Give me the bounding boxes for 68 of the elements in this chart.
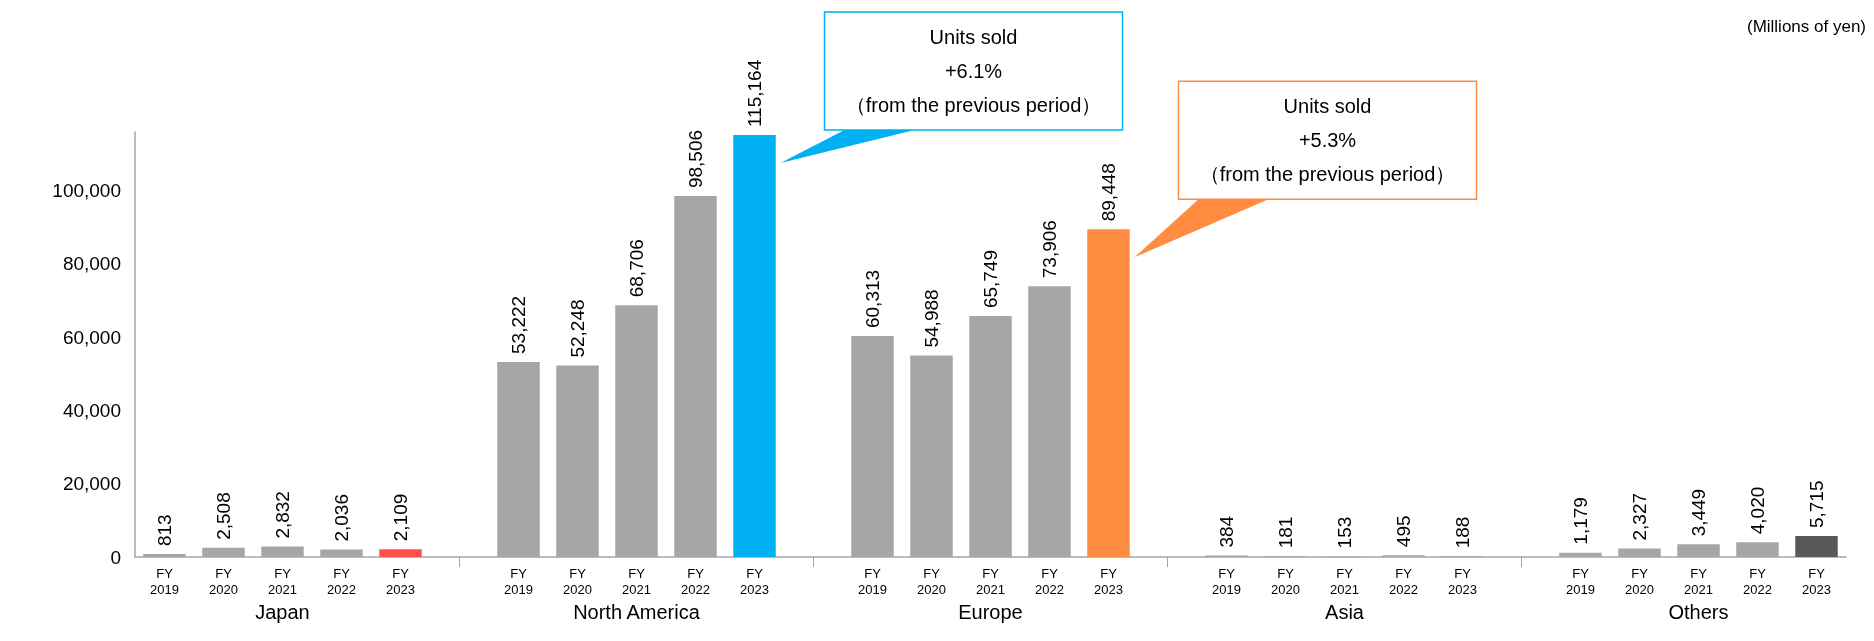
x-tick-label: FY 2021 (622, 565, 651, 597)
x-tick-label: FY 2020 (563, 565, 592, 597)
x-tick-label: FY 2023 (740, 565, 769, 597)
data-label: 5,715 (1806, 480, 1827, 529)
data-label: 384 (1216, 515, 1237, 548)
y-tick-label: 100,000 (52, 180, 121, 202)
text: Europe (958, 601, 1023, 623)
x-tick-label: FY 2023 (1094, 565, 1123, 597)
x-tick-label: FY 2019 (1212, 565, 1241, 597)
data-label: 89,448 (1098, 163, 1119, 222)
bar (1795, 536, 1838, 557)
x-tick-label: FY 2019 (858, 565, 887, 597)
data-label: 4,020 (1747, 486, 1768, 535)
text: (Millions of yen) (1746, 17, 1867, 36)
y-tick-label: 20,000 (62, 473, 121, 495)
data-label: 68,706 (626, 239, 647, 298)
x-tick-label: FY 2022 (1389, 565, 1418, 597)
bar (379, 549, 422, 557)
y-tick-label: 80,000 (62, 253, 121, 275)
x-tick-label: FY 2021 (976, 565, 1005, 597)
x-tick-label: FY 2021 (1330, 565, 1359, 597)
x-tick-label: FY 2020 (917, 565, 946, 597)
y-tick-label: 40,000 (62, 399, 121, 421)
x-tick-label: FY 2020 (1625, 565, 1654, 597)
text: Asia (1325, 601, 1365, 623)
x-tick-label: FY 2021 (268, 565, 297, 597)
y-tick-label: 60,000 (62, 326, 121, 348)
text: Japan (255, 601, 310, 623)
x-tick-label: FY 2023 (1448, 565, 1477, 597)
data-label: 1,179 (1570, 497, 1591, 545)
data-label: 2,508 (213, 492, 234, 540)
data-label: 115,164 (744, 59, 765, 128)
x-tick-label: FY 2020 (1271, 565, 1300, 597)
x-tick-label: FY 2022 (1035, 565, 1064, 597)
data-label: 188 (1452, 516, 1473, 549)
data-label: 3,449 (1688, 488, 1709, 537)
data-label: 2,036 (331, 493, 352, 542)
x-tick-label: FY 2022 (681, 565, 710, 597)
data-label: 2,832 (272, 491, 293, 539)
x-tick-label: FY 2019 (150, 565, 179, 597)
text: North America (573, 601, 701, 623)
x-tick-label: FY 2021 (1684, 565, 1713, 597)
data-label: 153 (1334, 516, 1355, 549)
x-tick-label: FY 2019 (1566, 565, 1595, 597)
data-label: 2,109 (390, 493, 411, 542)
data-label: 181 (1275, 516, 1296, 549)
x-tick-label: FY 2022 (1743, 565, 1772, 597)
data-label: 65,749 (980, 249, 1001, 309)
data-label: 54,988 (921, 289, 942, 348)
data-label: 98,506 (685, 129, 706, 189)
x-tick-label: FY 2023 (1802, 565, 1831, 597)
text: Units sold +6.1% （from the previous period） (845, 26, 1102, 116)
x-tick-label: FY 2023 (386, 565, 415, 597)
bar (733, 135, 776, 557)
y-tick-label: 0 (110, 546, 121, 568)
data-label: 73,906 (1039, 220, 1060, 279)
x-tick-label: FY 2022 (327, 565, 356, 597)
text: Others (1668, 601, 1729, 623)
data-label: 53,222 (508, 295, 529, 355)
x-tick-label: FY 2019 (504, 565, 533, 597)
data-label: 495 (1393, 515, 1414, 548)
bar (1087, 229, 1130, 557)
data-label: 2,327 (1629, 492, 1650, 541)
data-label: 60,313 (862, 269, 883, 329)
data-label: 52,248 (567, 299, 588, 358)
x-tick-label: FY 2020 (209, 565, 238, 597)
data-label: 813 (154, 514, 175, 547)
annotation: Units sold +5.3% （from the previous period） (1199, 95, 1456, 186)
